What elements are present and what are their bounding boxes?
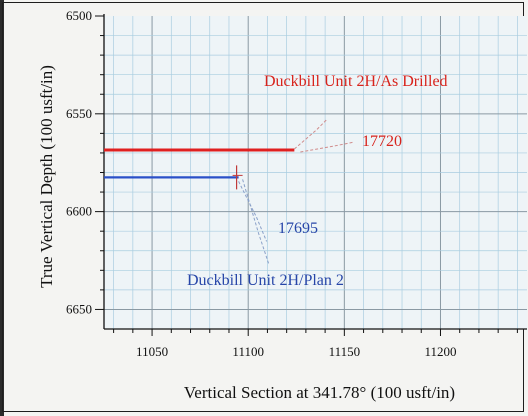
annotation-as-drilled-label: Duckbill Unit 2H/As Drilled bbox=[264, 73, 448, 90]
x-axis-title: Vertical Section at 341.78° (100 usft/in… bbox=[184, 383, 455, 402]
y-tick-label: 6550 bbox=[66, 106, 92, 121]
y-tick-label: 6500 bbox=[66, 8, 92, 23]
annotations: Duckbill Unit 2H/As Drilled 17720 17695 … bbox=[187, 73, 448, 289]
annotation-17720: 17720 bbox=[362, 133, 402, 150]
leader-17695 bbox=[238, 181, 268, 242]
grid bbox=[104, 16, 527, 329]
annotation-plan-2-label: Duckbill Unit 2H/Plan 2 bbox=[187, 272, 344, 289]
series bbox=[104, 148, 295, 190]
axes bbox=[103, 14, 527, 330]
x-tick-label: 11200 bbox=[424, 344, 456, 359]
x-tick-label: 11150 bbox=[329, 344, 361, 359]
ticks: 6500 6550 6600 6650 11050 11100 11150 11200 bbox=[66, 8, 518, 359]
annotation-17695: 17695 bbox=[278, 220, 318, 237]
y-tick-label: 6650 bbox=[66, 301, 92, 316]
leader-plan-2-label bbox=[242, 179, 270, 264]
y-axis-title: True Vertical Depth (100 usft/in) bbox=[37, 65, 56, 288]
x-tick-label: 11050 bbox=[136, 344, 168, 359]
leader-17720 bbox=[300, 141, 355, 153]
x-tick-label: 11100 bbox=[232, 344, 264, 359]
y-tick-label: 6600 bbox=[66, 204, 92, 219]
leader-lines bbox=[238, 119, 355, 264]
